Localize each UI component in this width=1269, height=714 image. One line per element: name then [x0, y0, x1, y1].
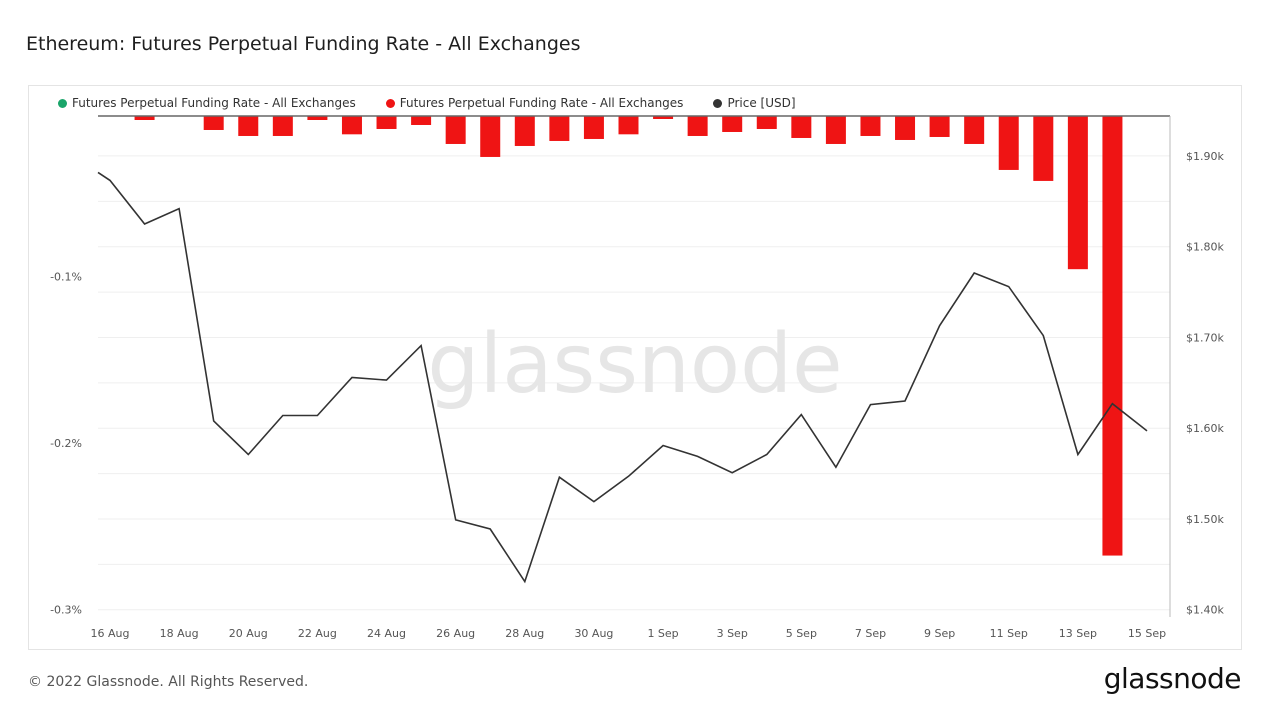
funding-bar	[998, 116, 1019, 170]
glassnode-logo: glassnode	[1103, 662, 1242, 695]
x-axis-tick-label: 26 Aug	[436, 627, 475, 640]
funding-bar	[1067, 116, 1088, 270]
left-axis-tick-label: -0.1%	[50, 271, 82, 284]
chart-frame	[28, 85, 1242, 650]
legend-label: Futures Perpetual Funding Rate - All Exc…	[399, 96, 684, 110]
funding-bar	[341, 116, 362, 135]
funding-bar	[895, 116, 916, 140]
green-dot-icon	[58, 99, 67, 108]
funding-bar	[722, 116, 743, 132]
funding-bar	[618, 116, 639, 135]
x-axis-tick-label: 20 Aug	[229, 627, 268, 640]
funding-bar	[687, 116, 708, 136]
legend-label: Price [USD]	[727, 96, 796, 110]
funding-bar	[203, 116, 224, 130]
funding-bar	[791, 116, 812, 138]
legend-item-funding-negative[interactable]: Futures Perpetual Funding Rate - All Exc…	[385, 96, 684, 110]
chart-legend: Futures Perpetual Funding Rate - All Exc…	[58, 96, 796, 110]
watermark: glassnode	[427, 317, 842, 412]
funding-bar	[860, 116, 881, 136]
funding-bar	[964, 116, 985, 144]
funding-bar	[653, 116, 674, 119]
red-dot-icon	[385, 99, 395, 108]
right-axis-tick-label: $1.60k	[1186, 422, 1224, 435]
x-axis-tick-label: 15 Sep	[1128, 627, 1166, 640]
x-axis-tick-label: 9 Sep	[924, 627, 955, 640]
copyright: © 2022 Glassnode. All Rights Reserved.	[28, 674, 309, 690]
right-axis-tick-label: $1.70k	[1186, 331, 1224, 344]
funding-bar	[756, 116, 777, 129]
x-axis-tick-label: 30 Aug	[574, 627, 613, 640]
x-axis-tick-label: 28 Aug	[505, 627, 544, 640]
funding-bar	[445, 116, 466, 144]
funding-bar	[480, 116, 501, 157]
x-axis-tick-label: 5 Sep	[786, 627, 817, 640]
right-axis-tick-label: $1.50k	[1186, 513, 1224, 526]
funding-bar	[134, 116, 155, 120]
price-line	[97, 171, 1148, 584]
funding-bar	[1102, 116, 1123, 556]
funding-bar	[514, 116, 535, 146]
funding-bar	[411, 116, 432, 125]
x-axis-tick-label: 11 Sep	[990, 627, 1028, 640]
funding-bar	[1033, 116, 1054, 181]
x-axis-tick-label: 18 Aug	[160, 627, 199, 640]
legend-item-price[interactable]: Price [USD]	[713, 96, 796, 110]
funding-bar	[929, 116, 950, 137]
page-title: Ethereum: Futures Perpetual Funding Rate…	[26, 33, 581, 55]
legend-item-funding-positive[interactable]: Futures Perpetual Funding Rate - All Exc…	[58, 96, 356, 110]
funding-bar	[238, 116, 259, 136]
funding-bar	[376, 116, 397, 129]
x-axis-tick-label: 16 Aug	[91, 627, 130, 640]
left-axis-tick-label: -0.3%	[50, 604, 82, 617]
funding-bar	[825, 116, 846, 144]
x-axis-tick-label: 3 Sep	[717, 627, 748, 640]
left-axis-tick-label: -0.2%	[50, 437, 82, 450]
x-axis-tick-label: 22 Aug	[298, 627, 337, 640]
x-axis-tick-label: 1 Sep	[647, 627, 678, 640]
funding-bar	[583, 116, 604, 139]
funding-bar	[549, 116, 570, 141]
right-axis-tick-label: $1.40k	[1186, 604, 1224, 617]
x-axis-tick-label: 13 Sep	[1059, 627, 1097, 640]
right-axis-tick-label: $1.80k	[1186, 241, 1224, 254]
black-dot-icon	[713, 99, 723, 108]
x-axis-tick-label: 24 Aug	[367, 627, 406, 640]
funding-bar	[307, 116, 328, 120]
funding-bar	[272, 116, 293, 136]
right-axis-tick-label: $1.90k	[1186, 150, 1224, 163]
legend-label: Futures Perpetual Funding Rate - All Exc…	[72, 96, 356, 110]
x-axis-tick-label: 7 Sep	[855, 627, 886, 640]
